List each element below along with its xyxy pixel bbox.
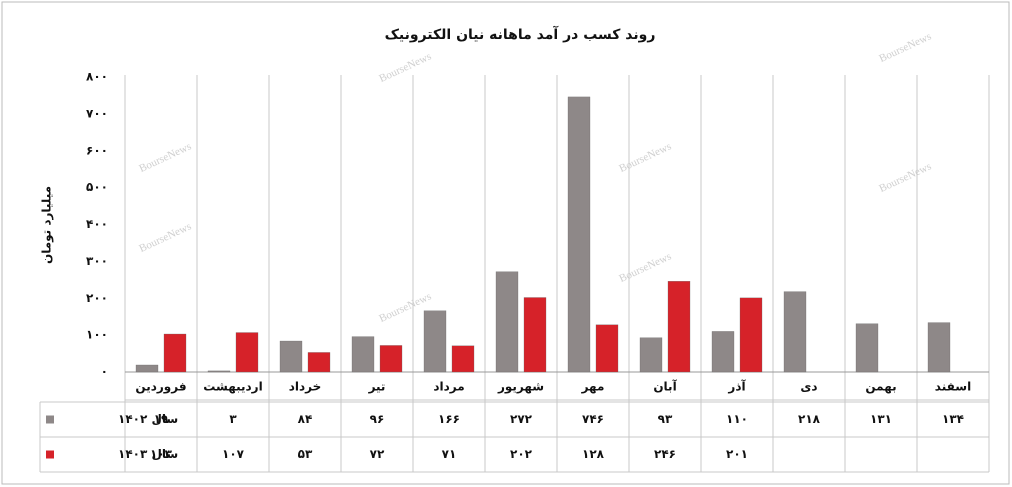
x-tick-label: آذر (727, 379, 746, 394)
bar (307, 352, 331, 373)
bar (451, 345, 475, 373)
y-tick-label: ۸۰۰ (86, 70, 108, 84)
bar (639, 337, 663, 373)
table-value: ۷۴۶ (582, 412, 604, 426)
bar (927, 322, 951, 373)
y-tick-label: ۴۰۰ (86, 217, 108, 231)
x-tick-label: فروردین (135, 380, 186, 395)
table-value: ۷۱ (442, 447, 457, 461)
x-tick-label: دی (800, 380, 817, 394)
bar (739, 297, 763, 373)
bar (783, 291, 807, 373)
y-tick-label: ۵۰۰ (86, 180, 108, 194)
table-value: ۸۴ (298, 412, 313, 426)
bar (567, 96, 591, 373)
legend-label: سال ۱۴۰۲ (118, 412, 178, 426)
table-value: ۲۱۸ (798, 412, 821, 426)
y-axis-label: میلیارد تومان (40, 186, 55, 264)
y-tick-label: ۱۰۰ (86, 328, 108, 342)
table-value: ۱۰۳ (150, 447, 173, 461)
table-value: ۱۰۷ (222, 447, 245, 461)
table-value: ۷۲ (370, 447, 385, 461)
bar (523, 297, 547, 373)
y-tick-label: ۳۰۰ (86, 254, 108, 268)
y-tick-label: ۷۰۰ (86, 106, 108, 120)
table-value: ۱۹ (154, 412, 169, 426)
x-tick-label: بهمن (865, 380, 896, 394)
x-tick-label: خرداد (289, 380, 322, 394)
table-value: ۵۳ (298, 447, 313, 461)
table-value: ۹۶ (370, 412, 385, 426)
table-value: ۲۷۲ (510, 412, 533, 426)
table-value: ۳ (229, 412, 237, 426)
y-tick-label: ۲۰۰ (86, 291, 108, 305)
x-tick-label: اردیبهشت (203, 380, 262, 394)
table-value: ۱۳۴ (942, 412, 964, 426)
bar (495, 271, 519, 373)
x-tick-label: تیر (368, 380, 386, 394)
bar (135, 364, 159, 373)
table-value: ۱۱۰ (726, 412, 748, 426)
table-value: ۹۳ (658, 412, 673, 426)
bar (279, 340, 303, 373)
bar (379, 345, 403, 373)
bar (711, 331, 735, 373)
x-tick-label: مهر (581, 380, 605, 394)
table-value: ۲۰۱ (726, 447, 748, 461)
bar (351, 336, 375, 373)
x-tick-label: مرداد (433, 380, 464, 394)
bar (667, 281, 691, 373)
table-value: ۲۰۲ (510, 447, 533, 461)
bar (595, 324, 619, 373)
legend-swatch (46, 415, 54, 424)
y-tick-label: ۰ (101, 365, 108, 379)
x-tick-label: آبان (653, 379, 677, 394)
chart-title: روند کسب در آمد ماهانه نیان الکترونیک (385, 25, 656, 43)
legend-label: سال ۱۴۰۳ (118, 447, 178, 461)
y-tick-label: ۶۰۰ (86, 143, 108, 157)
bar (423, 310, 447, 373)
legend-swatch (46, 450, 54, 459)
bar (235, 332, 259, 373)
bar (163, 333, 187, 373)
bar (207, 370, 231, 373)
bar (855, 323, 879, 373)
table-value: ۲۴۶ (654, 447, 676, 461)
table-value: ۱۳۱ (870, 412, 892, 426)
table-value: ۱۶۶ (438, 412, 460, 426)
x-tick-label: اسفند (935, 380, 971, 394)
table-value: ۱۲۸ (582, 447, 605, 461)
x-tick-label: شهریور (497, 380, 544, 395)
